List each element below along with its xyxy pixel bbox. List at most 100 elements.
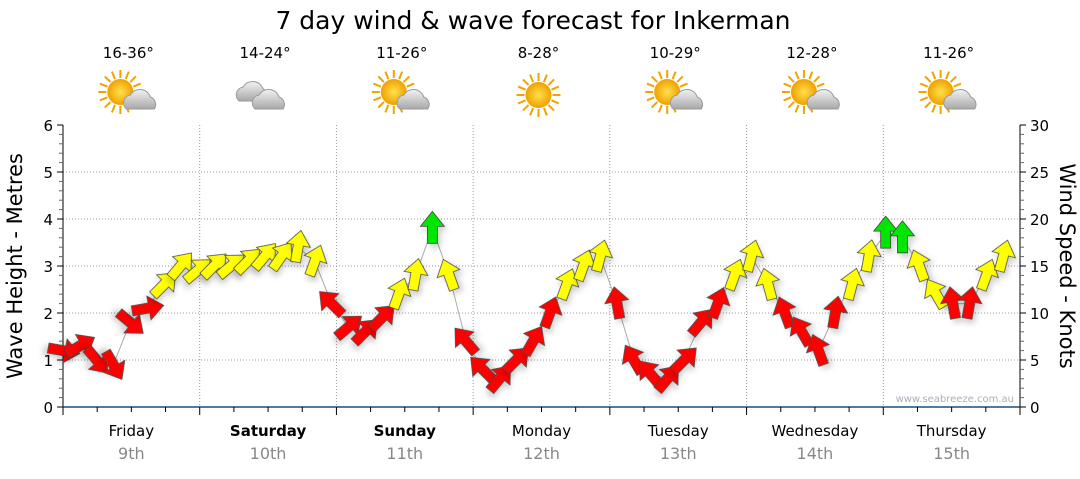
wind-arrow <box>367 305 395 333</box>
wind-arrow <box>669 347 697 375</box>
wind-arrow <box>454 327 480 357</box>
sun-ray <box>384 71 390 80</box>
sun-cloud-icon <box>918 70 977 114</box>
sun-ray <box>924 75 932 83</box>
sun-ray <box>945 71 950 80</box>
cloud-shape <box>943 89 977 110</box>
sun-ray <box>949 75 957 83</box>
wind-arrow <box>319 291 347 319</box>
sun-ray <box>679 82 688 88</box>
wind-arrow <box>520 325 546 358</box>
wind-arrow <box>403 258 429 292</box>
temperature-range: 16-36° <box>103 44 154 62</box>
y-axis-label: Wave Height - Metres <box>3 153 27 379</box>
day-column: Friday 9th 16-36° <box>98 44 157 463</box>
axes: 0 1 2 3 4 5 6 0 5 10 15 20 25 30 <box>43 117 1049 417</box>
wind-arrow <box>872 215 899 249</box>
wind-arrow <box>149 272 177 300</box>
sun-cloud-icon <box>645 70 704 114</box>
sun-ray <box>816 82 825 88</box>
sun-ray <box>676 75 684 83</box>
day-date: 12th <box>523 444 560 463</box>
sun-ray <box>657 104 663 113</box>
wind-arrow <box>604 286 630 320</box>
sun-ray <box>808 71 814 80</box>
wind-arrow <box>470 356 498 385</box>
y-tick-label: 2 <box>43 305 53 323</box>
sun-ray <box>104 101 112 109</box>
wind-arrow <box>840 267 865 302</box>
wind-arrow <box>387 277 412 311</box>
y2-tick-label: 30 <box>1030 117 1049 135</box>
sun-ray <box>529 107 535 116</box>
day-date: 13th <box>660 444 697 463</box>
day-name: Wednesday <box>772 422 859 440</box>
sun-ray <box>547 78 555 86</box>
chart-title: 7 day wind & wave forecast for Inkerman <box>275 6 790 35</box>
sun-ray <box>384 104 390 113</box>
cloud-icon <box>235 81 285 110</box>
temperature-range: 8-28° <box>518 44 560 62</box>
sun-ray <box>377 101 385 109</box>
wind-arrow <box>538 296 563 330</box>
sun-ray <box>104 75 112 83</box>
sun-ray <box>99 96 108 102</box>
y-tick-label: 6 <box>43 117 53 135</box>
wind-arrow <box>285 229 311 264</box>
sun-ray <box>547 104 555 112</box>
sun-ray <box>522 78 530 86</box>
sun-ray <box>517 99 526 105</box>
wind-arrow <box>114 308 144 334</box>
wind-arrow <box>130 295 165 321</box>
sun-cloud-icon <box>98 70 157 114</box>
sun-ray <box>813 75 821 83</box>
sun-ray <box>783 82 792 88</box>
day-column: Saturday 10th 14-24° <box>230 44 307 463</box>
wind-arrow <box>805 334 831 367</box>
wind-arrow <box>436 258 461 292</box>
watermark: www.seabreeze.com.au <box>896 394 1014 405</box>
y2-tick-label: 0 <box>1030 399 1040 417</box>
day-name: Friday <box>109 422 155 440</box>
sun-ray <box>919 82 929 88</box>
wind-arrow <box>303 244 328 278</box>
day-name: Sunday <box>374 422 437 440</box>
y-tick-label: 0 <box>43 399 53 417</box>
temperature-range: 10-29° <box>650 44 701 62</box>
sun-ray <box>657 71 663 80</box>
wind-arrow <box>991 239 1017 273</box>
sun-ray <box>398 71 404 80</box>
day-name: Tuesday <box>647 422 709 440</box>
cloud-shape <box>669 89 704 110</box>
sun-ray <box>787 75 795 83</box>
wind-arrow <box>199 253 227 281</box>
y2-tick-label: 5 <box>1030 352 1040 370</box>
sun-ray <box>377 75 385 83</box>
cloud-shape <box>806 89 840 110</box>
y2-tick-label: 10 <box>1030 305 1049 323</box>
sun-ray <box>99 82 108 88</box>
y-tick-label: 1 <box>43 352 53 370</box>
y2-tick-label: 20 <box>1030 211 1049 229</box>
y-tick-label: 3 <box>43 258 53 276</box>
sun-ray <box>794 71 800 80</box>
day-name: Monday <box>512 422 571 440</box>
day-date: 14th <box>797 444 834 463</box>
sun-ray <box>517 85 526 91</box>
wind-arrow <box>419 210 446 244</box>
sun-ray <box>373 96 382 102</box>
day-date: 10th <box>250 444 287 463</box>
y-tick-label: 4 <box>43 211 53 229</box>
sun-ray <box>132 82 142 88</box>
wind-arrow <box>686 308 713 338</box>
wind-arrow <box>250 243 276 272</box>
sun-ray <box>129 75 137 83</box>
temperature-range: 14-24° <box>240 44 291 62</box>
sun-ray <box>783 96 792 102</box>
wind-arrows <box>46 210 1017 395</box>
sun-cloud-icon <box>781 70 840 114</box>
day-name: Saturday <box>230 422 307 440</box>
y2-axis-label: Wind Speed - Knots <box>1055 163 1079 368</box>
wind-arrow <box>333 315 362 342</box>
sun-cloud-icon <box>371 70 430 114</box>
